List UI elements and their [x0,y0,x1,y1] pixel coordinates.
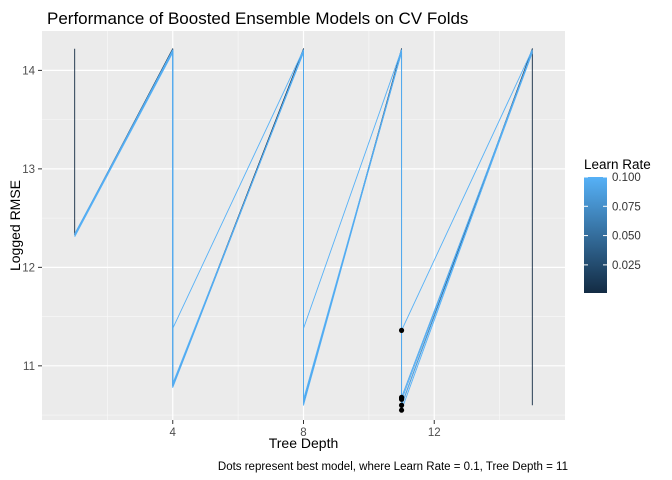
best-model-point [398,402,405,408]
x-axis-title: Tree Depth [269,435,339,451]
y-tick-label: 11 [23,361,35,373]
chart-title: Performance of Boosted Ensemble Models o… [47,9,468,28]
legend-tick-label: 0.050 [612,231,641,243]
series-layer [74,48,533,411]
points-layer [398,327,405,413]
y-tick-label: 13 [22,164,35,176]
legend-tick-label: 0.100 [612,172,641,184]
series-line [74,51,533,403]
x-tick-label: 4 [170,427,177,439]
legend-title: Learn Rate [584,157,651,172]
legend-tick-label: 0.025 [612,260,641,272]
x-axis: 4 8 12 [170,420,441,439]
x-tick-label: 8 [300,427,306,439]
best-model-point [398,327,405,333]
best-model-point [398,396,405,402]
legend-colorbar [584,177,607,293]
y-axis-title: Logged RMSE [7,180,23,271]
legend-ticks: 0.025 0.050 0.075 0.100 [584,172,641,272]
legend: Learn Rate 0.025 0.050 0.075 0.100 [584,157,651,293]
y-tick-label: 14 [22,65,35,77]
y-axis: 11 12 13 14 [22,65,42,373]
x-tick-label: 12 [428,427,441,439]
chart-caption: Dots represent best model, where Learn R… [218,461,568,473]
best-model-point [398,407,405,413]
y-tick-label: 12 [22,262,35,274]
legend-tick-label: 0.075 [612,201,641,213]
